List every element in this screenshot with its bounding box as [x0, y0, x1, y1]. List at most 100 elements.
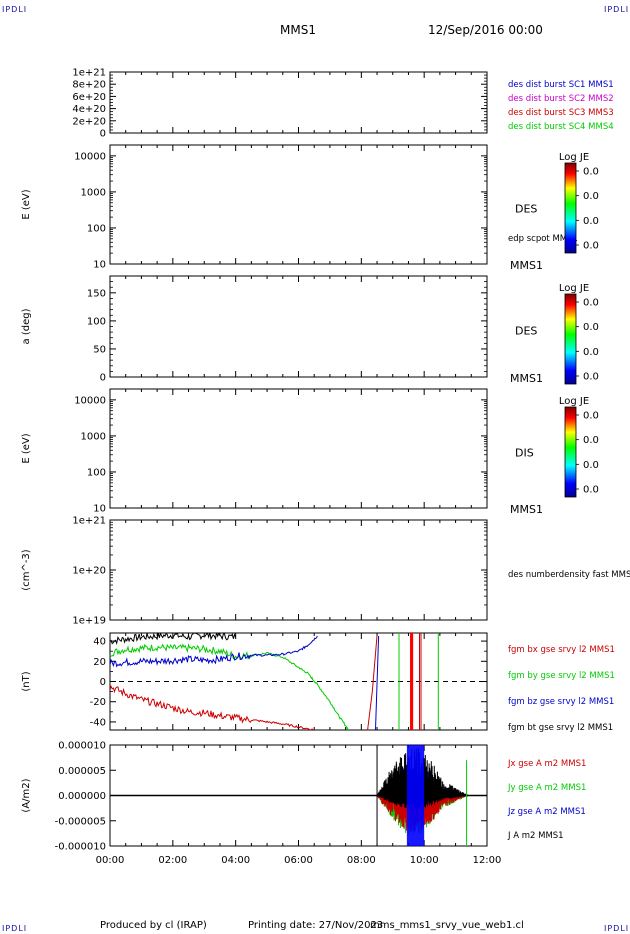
panel-1-y-tick-label: 4e+20: [72, 104, 106, 115]
panel-6-y-axis-label: (nT): [21, 671, 32, 691]
corner-label-top-right: IPDLI: [604, 5, 630, 14]
panel-4-colorbar-tick-label: 0.0: [583, 485, 599, 496]
panel-3-colorbar-tick-label: 0.0: [583, 347, 599, 358]
panel-4-y-tick-label: 100: [87, 467, 106, 478]
panel-1-legend-2: des dist burst SC2 MMS2: [508, 94, 614, 104]
panel-7-y-tick-label: 0.000000: [58, 791, 106, 802]
panel-3-colorbar-tick-label: 0.0: [583, 298, 599, 309]
panel-7-y-tick-label: -0.000010: [55, 842, 106, 853]
panel-4-colorbar-tick-label: 0.0: [583, 435, 599, 446]
panel-6-y-tick-label: -20: [90, 697, 106, 708]
footer-filename: mms_mms1_srvy_vue_web1.cl: [370, 920, 524, 931]
panel-2-y-tick-label: 1000: [81, 187, 106, 198]
panel-6-series-3: [110, 635, 318, 668]
panel-2-colorbar-tick-label: 0.0: [583, 216, 599, 227]
panel-4-colorbar-tick-label: 0.0: [583, 411, 599, 422]
panel-2-y-tick-label: 10: [93, 260, 106, 271]
x-tick-label: 08:00: [347, 855, 376, 866]
corner-label-top-left: IPDLI: [2, 5, 28, 14]
panel-6-legend-2: fgm by gse srvy l2 MMS1: [508, 671, 615, 681]
panel-5-y-tick-label: 1e+21: [72, 516, 106, 527]
x-tick-label: 12:00: [473, 855, 502, 866]
panel-2-colorbar-title: Log JE: [559, 152, 589, 163]
panel-4-colorbar-tick-label: 0.0: [583, 460, 599, 471]
panel-2-extra-label: edp scpot MMS1: [508, 234, 578, 244]
panel-4-y-axis-label: E (eV): [21, 433, 32, 463]
x-tick-label: 02:00: [158, 855, 187, 866]
panel-2-colorbar-tick-label: 0.0: [583, 167, 599, 178]
footer-printing-date: Printing date: 27/Nov/2023: [248, 920, 384, 931]
panel-3-frame: [109, 275, 488, 378]
panel-5-frame: [109, 519, 488, 621]
panel-5-legend: des numberdensity fast MMS1: [508, 570, 630, 580]
panel-7-y-tick-label: -0.000005: [55, 816, 106, 827]
panel-5-y-tick-label: 1e+19: [72, 616, 106, 627]
panel-6-red-band: [410, 633, 414, 730]
panel-7-jz-band: [406, 745, 425, 846]
panel-6-legend-3: fgm bz gse srvy l2 MMS1: [508, 697, 614, 707]
panel-5-y-tick-label: 1e+20: [72, 566, 106, 577]
date-title: 12/Sep/2016 00:00: [428, 23, 543, 37]
panel-3-spacecraft-label: MMS1: [510, 372, 543, 385]
x-tick-label: 06:00: [284, 855, 313, 866]
panel-1-y-tick-label: 1e+21: [72, 68, 106, 79]
panel-1-y-tick-label: 0: [100, 129, 106, 140]
panel-3-y-tick-label: 50: [93, 344, 106, 355]
panel-7-y-axis-label: (A/m2): [21, 778, 32, 812]
panel-7-y-tick-label: 0.000005: [58, 766, 106, 777]
panel-6-series-1: [110, 633, 237, 645]
panel-2-spacecraft-label: MMS1: [510, 259, 543, 272]
panel-3-instrument-label: DES: [515, 325, 537, 338]
panel-6-series-5: [367, 635, 378, 730]
panel-4-spacecraft-label: MMS1: [510, 503, 543, 516]
panel-4-y-tick-label: 10000: [74, 395, 106, 406]
panel-2-colorbar-tick-label: 0.0: [583, 191, 599, 202]
x-tick-label: 04:00: [221, 855, 250, 866]
panel-3-y-axis-label: a (deg): [21, 308, 32, 344]
panel-7-legend-1: Jx gse A m2 MMS1: [507, 759, 586, 769]
x-tick-label: 10:00: [410, 855, 439, 866]
x-tick-label: 00:00: [96, 855, 125, 866]
panel-6-y-tick-label: -40: [90, 717, 106, 728]
panel-6-legend-1: fgm bx gse srvy l2 MMS1: [508, 645, 615, 655]
footer-produced: Produced by cl (IRAP): [100, 920, 207, 931]
panel-4-colorbar-title: Log JE: [559, 396, 589, 407]
corner-label-bottom-right: IPDLI: [604, 924, 630, 933]
panel-6-legend-4: fgm bt gse srvy l2 MMS1: [508, 723, 613, 733]
panel-2-colorbar-tick-label: 0.0: [583, 241, 599, 252]
panel-7-legend-2: Jy gse A m2 MMS1: [507, 783, 586, 793]
panel-4-frame: [109, 388, 488, 509]
panel-4-colorbar: [564, 406, 577, 498]
panel-1-legend-1: des dist burst SC1 MMS1: [508, 80, 614, 90]
panel-6-data: [110, 633, 487, 730]
panel-4-y-tick-label: 1000: [81, 431, 106, 442]
corner-label-bottom-left: IPDLI: [2, 924, 28, 933]
panel-1-y-tick-label: 6e+20: [72, 92, 106, 103]
panel-6-series-6: [375, 635, 380, 730]
panel-2-colorbar: [564, 162, 577, 254]
panel-1-legend-4: des dist burst SC4 MMS4: [508, 122, 614, 132]
panel-6-y-tick-label: 0: [100, 677, 106, 688]
panel-3-y-tick-label: 150: [87, 288, 106, 299]
panel-2-frame: [109, 144, 488, 265]
panel-3-colorbar-title: Log JE: [559, 283, 589, 294]
panel-1-y-tick-label: 2e+20: [72, 116, 106, 127]
panel-3-colorbar: [564, 293, 577, 385]
panel-4-y-tick-label: 10: [93, 504, 106, 515]
panel-3-colorbar-tick-label: 0.0: [583, 372, 599, 383]
panel-6-y-tick-label: 20: [93, 657, 106, 668]
panel-2-instrument-label: DES: [515, 203, 537, 216]
panel-6-series-4: [110, 685, 315, 730]
panel-7-y-tick-label: 0.000010: [58, 741, 106, 752]
panel-7-legend-4: J A m2 MMS1: [507, 831, 564, 841]
panel-4-instrument-label: DIS: [515, 447, 534, 460]
panel-7-data: [110, 745, 487, 846]
panel-7-legend-3: Jz gse A m2 MMS1: [507, 807, 586, 817]
panel-2-y-tick-label: 100: [87, 223, 106, 234]
panel-2-y-tick-label: 10000: [74, 151, 106, 162]
panel-3-y-tick-label: 0: [100, 373, 106, 384]
panel-3-colorbar-tick-label: 0.0: [583, 322, 599, 333]
panel-2-y-axis-label: E (eV): [21, 189, 32, 219]
panel-1-legend-3: des dist burst SC3 MMS3: [508, 108, 614, 118]
